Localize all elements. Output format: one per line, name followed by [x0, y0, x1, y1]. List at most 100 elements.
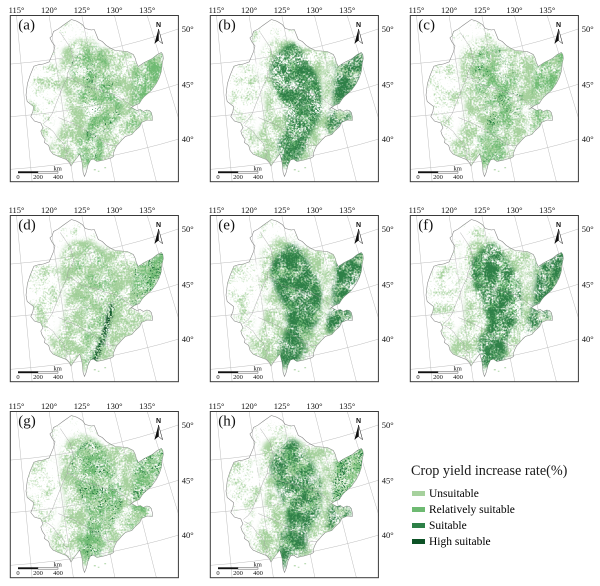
- svg-text:120°: 120°: [241, 205, 257, 215]
- svg-text:km: km: [254, 166, 262, 173]
- svg-text:125°: 125°: [274, 5, 290, 15]
- svg-text:(e): (e): [218, 217, 235, 233]
- svg-text:400: 400: [253, 570, 263, 577]
- svg-text:115°: 115°: [209, 401, 225, 411]
- svg-text:400: 400: [453, 174, 463, 181]
- svg-text:N: N: [156, 418, 161, 425]
- svg-text:115°: 115°: [409, 205, 425, 215]
- svg-text:km: km: [454, 366, 462, 373]
- svg-text:400: 400: [253, 174, 263, 181]
- svg-text:km: km: [254, 562, 262, 569]
- svg-text:115°: 115°: [209, 205, 225, 215]
- svg-text:135°: 135°: [539, 205, 555, 215]
- svg-text:0: 0: [416, 374, 419, 381]
- svg-text:130°: 130°: [506, 205, 522, 215]
- svg-text:135°: 135°: [339, 5, 355, 15]
- svg-text:115°: 115°: [409, 5, 425, 15]
- svg-text:N: N: [156, 222, 161, 229]
- svg-text:(h): (h): [218, 413, 236, 429]
- svg-text:125°: 125°: [474, 5, 490, 15]
- svg-text:N: N: [356, 22, 361, 29]
- svg-text:125°: 125°: [74, 205, 90, 215]
- svg-text:135°: 135°: [139, 5, 155, 15]
- svg-text:40°: 40°: [582, 334, 594, 344]
- svg-text:200: 200: [33, 174, 43, 181]
- svg-text:45°: 45°: [582, 79, 594, 89]
- svg-text:135°: 135°: [339, 401, 355, 411]
- svg-text:135°: 135°: [139, 205, 155, 215]
- svg-text:50°: 50°: [382, 24, 394, 34]
- svg-text:45°: 45°: [182, 79, 194, 89]
- svg-text:130°: 130°: [506, 5, 522, 15]
- svg-text:50°: 50°: [382, 224, 394, 234]
- svg-text:130°: 130°: [106, 5, 122, 15]
- svg-text:45°: 45°: [182, 475, 194, 485]
- svg-text:N: N: [356, 418, 361, 425]
- svg-text:km: km: [254, 366, 262, 373]
- svg-text:(g): (g): [18, 413, 36, 429]
- svg-text:135°: 135°: [139, 401, 155, 411]
- svg-text:120°: 120°: [41, 5, 57, 15]
- svg-text:50°: 50°: [582, 24, 594, 34]
- svg-text:40°: 40°: [182, 530, 194, 540]
- svg-text:50°: 50°: [182, 420, 194, 430]
- svg-text:115°: 115°: [9, 401, 25, 411]
- svg-text:120°: 120°: [41, 401, 57, 411]
- svg-text:115°: 115°: [9, 5, 25, 15]
- svg-text:400: 400: [53, 174, 63, 181]
- svg-text:0: 0: [216, 570, 219, 577]
- svg-text:N: N: [556, 222, 561, 229]
- svg-text:120°: 120°: [41, 205, 57, 215]
- svg-text:120°: 120°: [441, 5, 457, 15]
- svg-text:50°: 50°: [582, 224, 594, 234]
- svg-text:200: 200: [433, 174, 443, 181]
- svg-text:40°: 40°: [382, 134, 394, 144]
- svg-text:40°: 40°: [382, 530, 394, 540]
- svg-text:125°: 125°: [274, 205, 290, 215]
- svg-text:40°: 40°: [182, 134, 194, 144]
- svg-text:0: 0: [16, 174, 19, 181]
- svg-text:45°: 45°: [582, 279, 594, 289]
- svg-text:400: 400: [253, 374, 263, 381]
- svg-text:(c): (c): [418, 17, 435, 33]
- svg-text:200: 200: [33, 374, 43, 381]
- svg-text:45°: 45°: [182, 279, 194, 289]
- svg-text:km: km: [54, 366, 62, 373]
- svg-text:135°: 135°: [539, 5, 555, 15]
- svg-text:45°: 45°: [382, 475, 394, 485]
- svg-text:0: 0: [216, 174, 219, 181]
- svg-text:40°: 40°: [382, 334, 394, 344]
- svg-text:200: 200: [233, 174, 243, 181]
- svg-text:0: 0: [416, 174, 419, 181]
- svg-text:115°: 115°: [209, 5, 225, 15]
- svg-text:0: 0: [16, 374, 19, 381]
- svg-text:45°: 45°: [382, 279, 394, 289]
- svg-text:km: km: [454, 166, 462, 173]
- svg-text:(a): (a): [18, 17, 35, 33]
- svg-text:120°: 120°: [241, 5, 257, 15]
- svg-text:45°: 45°: [382, 79, 394, 89]
- svg-text:125°: 125°: [74, 5, 90, 15]
- svg-text:135°: 135°: [339, 205, 355, 215]
- svg-text:400: 400: [53, 374, 63, 381]
- svg-text:400: 400: [453, 374, 463, 381]
- svg-text:200: 200: [233, 374, 243, 381]
- svg-text:40°: 40°: [582, 134, 594, 144]
- svg-text:N: N: [356, 222, 361, 229]
- svg-text:125°: 125°: [274, 401, 290, 411]
- svg-text:(d): (d): [18, 217, 36, 233]
- svg-text:200: 200: [233, 570, 243, 577]
- svg-text:130°: 130°: [106, 205, 122, 215]
- svg-text:km: km: [54, 166, 62, 173]
- svg-text:50°: 50°: [382, 420, 394, 430]
- svg-text:120°: 120°: [441, 205, 457, 215]
- svg-text:125°: 125°: [74, 401, 90, 411]
- svg-text:200: 200: [33, 570, 43, 577]
- svg-text:50°: 50°: [182, 224, 194, 234]
- svg-text:130°: 130°: [306, 401, 322, 411]
- svg-text:km: km: [54, 562, 62, 569]
- svg-text:200: 200: [433, 374, 443, 381]
- svg-text:120°: 120°: [241, 401, 257, 411]
- svg-text:N: N: [556, 22, 561, 29]
- svg-text:(b): (b): [218, 17, 236, 33]
